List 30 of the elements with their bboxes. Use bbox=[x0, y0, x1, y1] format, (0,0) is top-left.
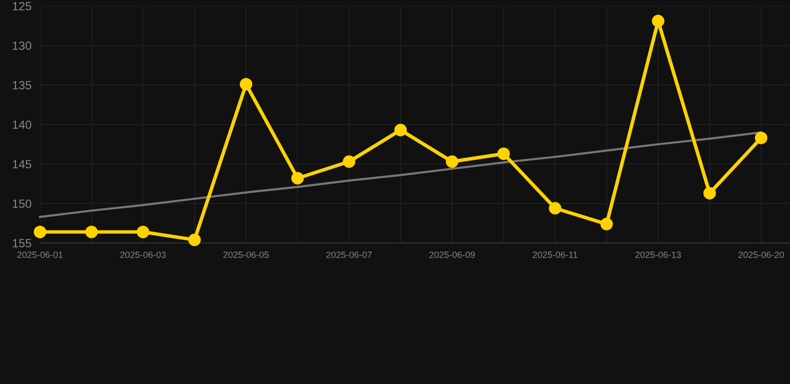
point bbox=[497, 147, 510, 160]
y-tick-label: 145 bbox=[12, 160, 32, 168]
x-tick-label: 2025-06-05 bbox=[223, 252, 269, 258]
y-tick-label: 155 bbox=[12, 239, 32, 248]
point bbox=[446, 155, 458, 168]
point bbox=[34, 226, 46, 238]
point bbox=[136, 226, 150, 238]
point bbox=[85, 226, 98, 238]
point bbox=[188, 234, 201, 246]
x-tick-label: 2025-06-11 bbox=[532, 252, 578, 258]
point bbox=[291, 172, 304, 184]
point bbox=[652, 14, 664, 28]
y-tick-label: 125 bbox=[12, 2, 32, 10]
x-tick-label: 2025-06-01 bbox=[17, 252, 63, 258]
x-tick-label: 2025-06-20 bbox=[738, 252, 784, 258]
point bbox=[342, 155, 356, 168]
y-tick-label: 150 bbox=[12, 200, 32, 208]
point bbox=[548, 202, 562, 214]
point bbox=[754, 132, 768, 144]
x-tick-label: 2025-06-09 bbox=[429, 252, 475, 258]
point bbox=[703, 186, 716, 200]
x-tick-label: 2025-06-13 bbox=[636, 252, 681, 258]
x-tick-label: 2025-06-03 bbox=[120, 252, 166, 258]
point bbox=[394, 124, 407, 136]
y-tick-label: 140 bbox=[12, 120, 32, 129]
point bbox=[240, 78, 252, 90]
point bbox=[600, 218, 613, 230]
y-tick-label: 130 bbox=[12, 42, 32, 50]
y-tick-label: 135 bbox=[12, 81, 32, 90]
x-tick-label: 2025-06-07 bbox=[326, 252, 372, 258]
